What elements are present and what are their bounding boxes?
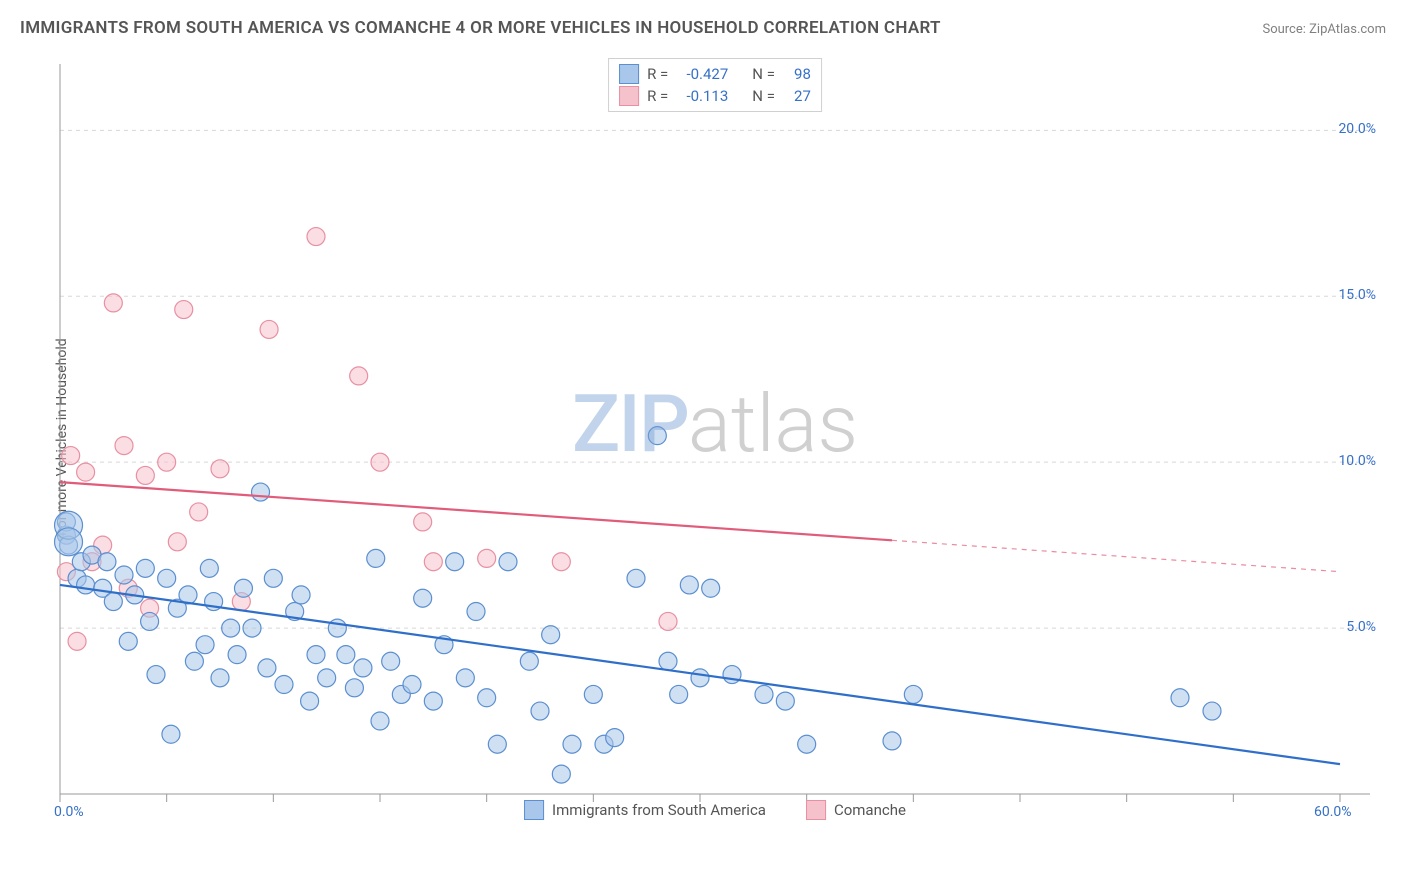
source-label: Source: ZipAtlas.com [1262,22,1386,37]
r-label-2: R = [647,87,668,105]
legend-label-2: Comanche [834,801,906,819]
n-value-1: 98 [783,65,811,83]
swatch-series1 [619,64,639,84]
x-tick-label: 0.0% [54,804,84,820]
n-value-2: 27 [783,87,811,105]
stats-row-1: R = -0.427 N = 98 [619,63,811,85]
swatch-legend-2 [806,800,826,820]
legend-item-1: Immigrants from South America [524,800,766,820]
y-tick-label: 5.0% [1346,619,1376,635]
r-label-1: R = [647,65,668,83]
stats-row-2: R = -0.113 N = 27 [619,85,811,107]
bottom-legend: Immigrants from South America Comanche [524,800,906,820]
r-value-2: -0.113 [676,87,728,105]
r-value-1: -0.427 [676,65,728,83]
legend-item-2: Comanche [806,800,906,820]
swatch-legend-1 [524,800,544,820]
stats-legend: R = -0.427 N = 98 R = -0.113 N = 27 [608,58,822,112]
n-label-1: N = [752,65,775,83]
swatch-series2 [619,86,639,106]
y-tick-label: 10.0% [1338,453,1376,469]
y-tick-label: 20.0% [1338,121,1376,137]
n-label-2: N = [752,87,775,105]
chart-title: IMMIGRANTS FROM SOUTH AMERICA VS COMANCH… [20,18,941,38]
x-tick-label: 60.0% [1314,804,1352,820]
scatter-plot [50,54,1380,824]
y-tick-label: 15.0% [1338,287,1376,303]
chart-area: 4 or more Vehicles in Household ZIPatlas… [50,54,1380,824]
legend-label-1: Immigrants from South America [552,801,766,819]
